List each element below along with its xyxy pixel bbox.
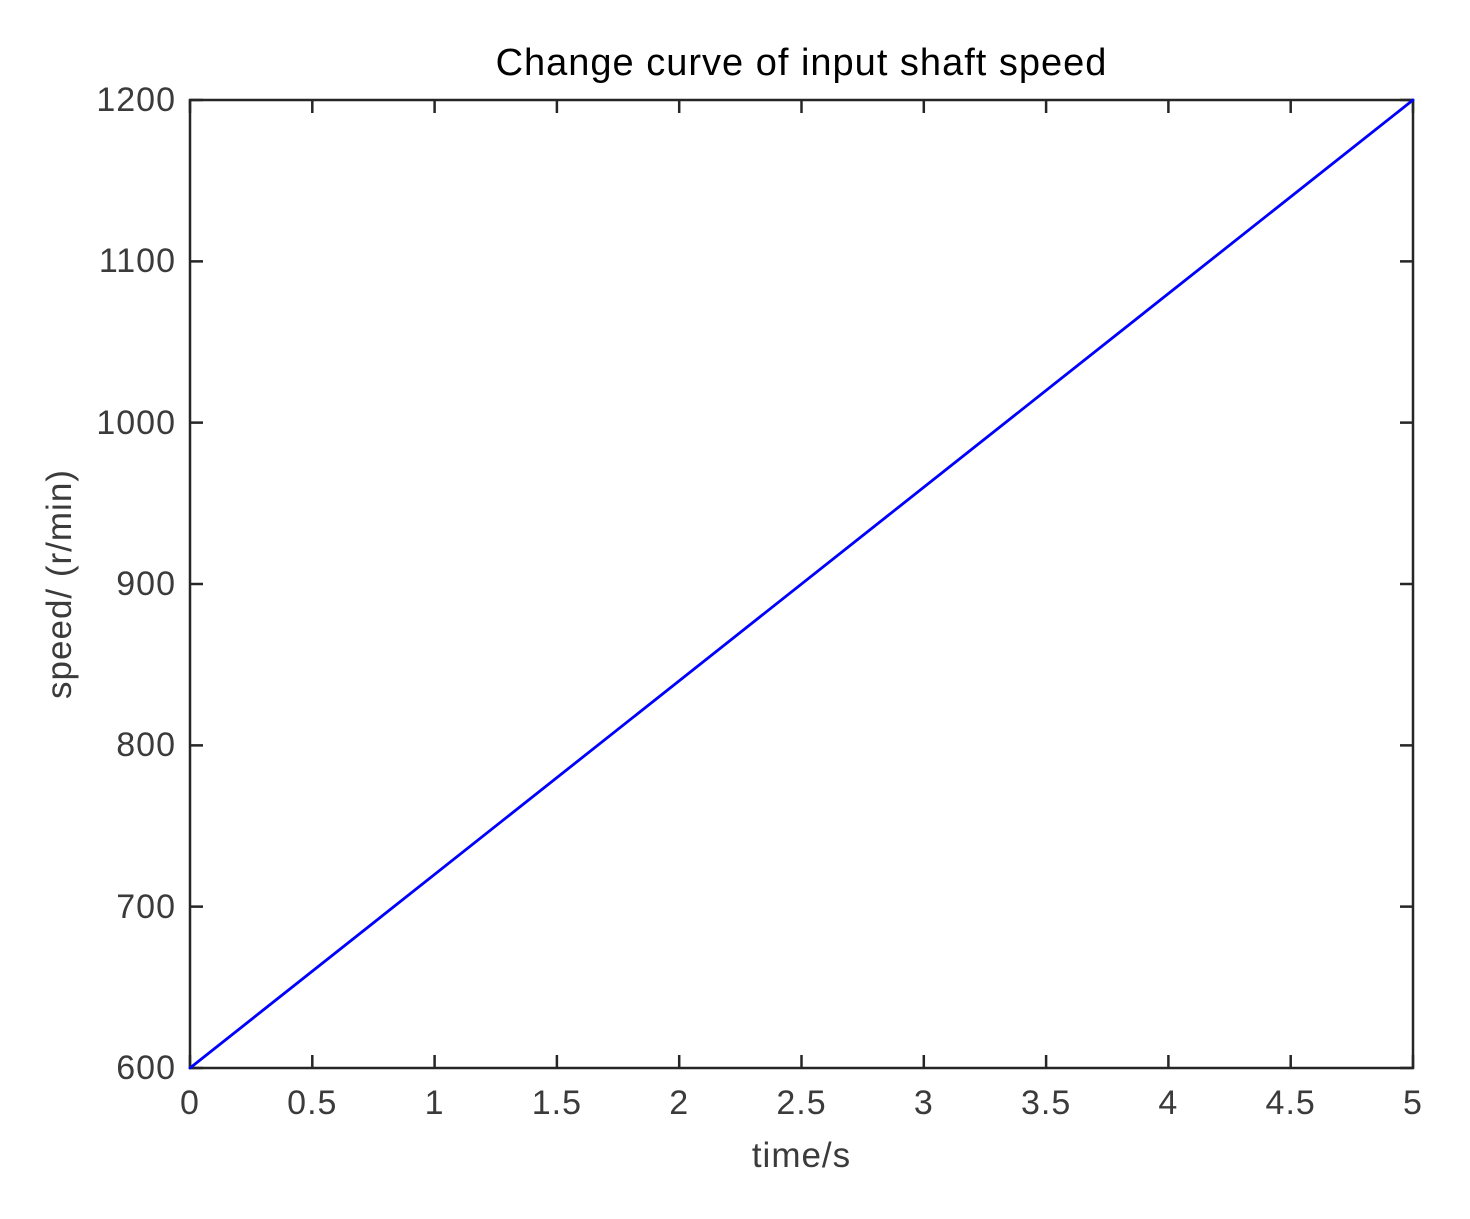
tick-marks	[188, 98, 1415, 1070]
y-tick-label: 1100	[98, 242, 176, 281]
chart-title: Change curve of input shaft speed	[495, 42, 1108, 84]
y-tick-label: 800	[116, 726, 176, 765]
x-tick-label: 2.5	[776, 1084, 827, 1122]
x-tick-label: 0	[180, 1084, 200, 1122]
x-tick-label: 5	[1403, 1084, 1423, 1122]
x-tick-label: 4	[1158, 1084, 1179, 1122]
x-tick-label: 1.5	[531, 1084, 583, 1122]
x-tick-label: 0.5	[287, 1084, 338, 1122]
y-tick-label: 1200	[96, 81, 176, 119]
y-tick-label: 900	[116, 565, 176, 603]
x-tick-label: 4.5	[1265, 1084, 1316, 1122]
y-tick-label: 1000	[96, 403, 176, 442]
y-tick-label: 600	[116, 1049, 176, 1087]
y-tick-label: 700	[116, 887, 176, 926]
x-tick-label: 1	[424, 1084, 445, 1122]
x-tick-label: 2	[669, 1084, 690, 1122]
x-tick-label: 3	[913, 1084, 934, 1122]
plot-area	[188, 98, 1415, 1070]
plot-canvas	[188, 98, 1415, 1070]
x-axis-label: time/s	[751, 1136, 852, 1175]
series-line	[188, 98, 1415, 1070]
x-tick-label: 3.5	[1020, 1084, 1072, 1122]
